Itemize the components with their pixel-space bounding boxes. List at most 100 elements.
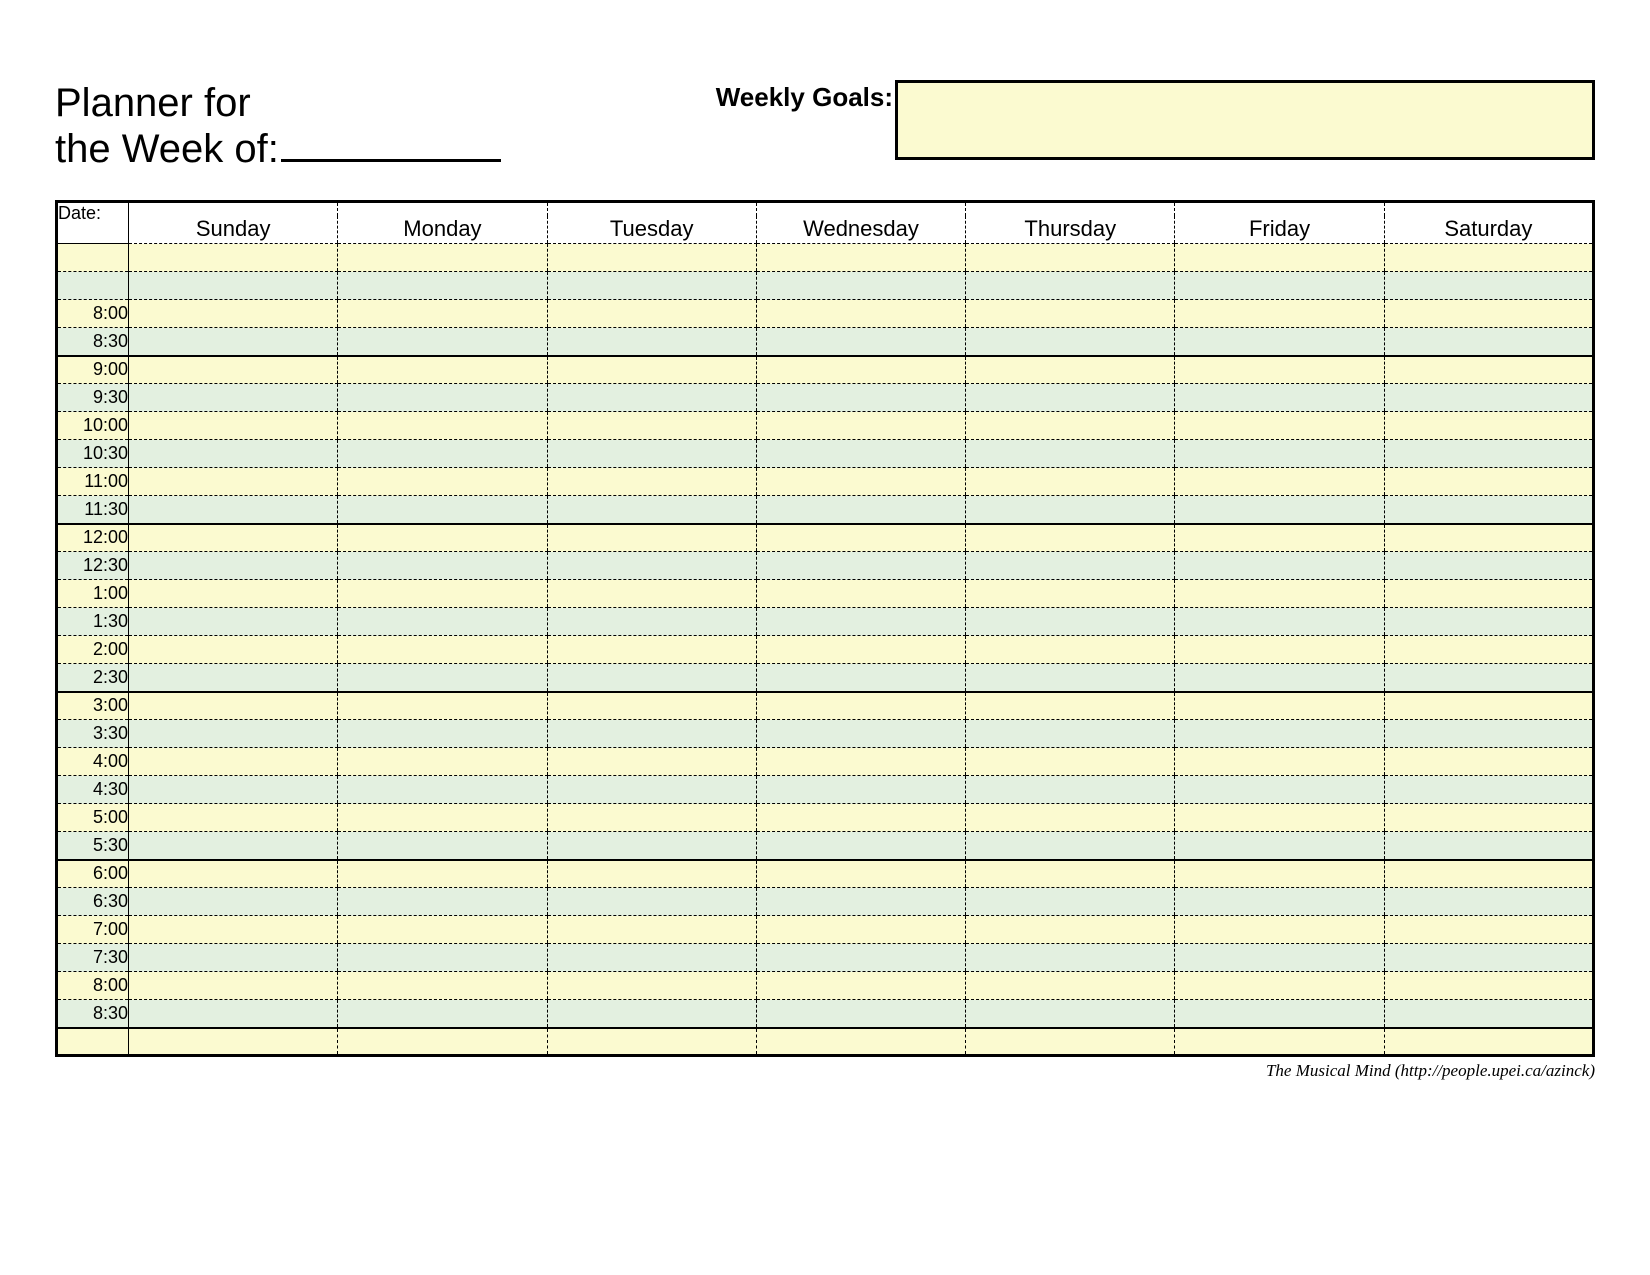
planner-cell[interactable] xyxy=(338,888,547,916)
planner-cell[interactable] xyxy=(1384,916,1593,944)
planner-cell[interactable] xyxy=(1175,580,1384,608)
planner-cell[interactable] xyxy=(756,972,965,1000)
planner-cell[interactable] xyxy=(966,328,1175,356)
planner-cell[interactable] xyxy=(756,664,965,692)
planner-cell[interactable] xyxy=(547,244,756,272)
planner-cell[interactable] xyxy=(547,916,756,944)
planner-cell[interactable] xyxy=(547,1000,756,1028)
planner-cell[interactable] xyxy=(1384,888,1593,916)
planner-cell[interactable] xyxy=(1384,720,1593,748)
planner-cell[interactable] xyxy=(966,356,1175,384)
planner-cell[interactable] xyxy=(966,748,1175,776)
planner-cell[interactable] xyxy=(756,524,965,552)
planner-cell[interactable] xyxy=(129,552,338,580)
planner-cell[interactable] xyxy=(756,636,965,664)
planner-cell[interactable] xyxy=(966,300,1175,328)
planner-cell[interactable] xyxy=(338,832,547,860)
planner-cell[interactable] xyxy=(338,636,547,664)
planner-cell[interactable] xyxy=(756,832,965,860)
planner-cell[interactable] xyxy=(129,944,338,972)
planner-cell[interactable] xyxy=(1175,748,1384,776)
planner-cell[interactable] xyxy=(547,440,756,468)
planner-cell[interactable] xyxy=(1384,440,1593,468)
planner-cell[interactable] xyxy=(129,888,338,916)
planner-cell[interactable] xyxy=(338,356,547,384)
planner-cell[interactable] xyxy=(1175,384,1384,412)
planner-cell[interactable] xyxy=(966,636,1175,664)
planner-cell[interactable] xyxy=(966,412,1175,440)
planner-cell[interactable] xyxy=(756,692,965,720)
planner-cell[interactable] xyxy=(756,776,965,804)
planner-cell[interactable] xyxy=(338,412,547,440)
planner-cell[interactable] xyxy=(338,524,547,552)
planner-cell[interactable] xyxy=(547,496,756,524)
planner-cell[interactable] xyxy=(547,944,756,972)
planner-cell[interactable] xyxy=(1384,328,1593,356)
planner-cell[interactable] xyxy=(1175,496,1384,524)
planner-cell[interactable] xyxy=(129,272,338,300)
planner-cell[interactable] xyxy=(547,748,756,776)
planner-cell[interactable] xyxy=(338,300,547,328)
planner-cell[interactable] xyxy=(1175,972,1384,1000)
planner-cell[interactable] xyxy=(966,552,1175,580)
planner-cell[interactable] xyxy=(1384,636,1593,664)
planner-cell[interactable] xyxy=(966,720,1175,748)
goals-input-box[interactable] xyxy=(895,80,1595,160)
planner-cell[interactable] xyxy=(756,804,965,832)
planner-cell[interactable] xyxy=(338,1028,547,1056)
planner-cell[interactable] xyxy=(1384,468,1593,496)
planner-cell[interactable] xyxy=(756,720,965,748)
planner-cell[interactable] xyxy=(966,272,1175,300)
planner-cell[interactable] xyxy=(1175,720,1384,748)
planner-cell[interactable] xyxy=(1175,860,1384,888)
planner-cell[interactable] xyxy=(129,916,338,944)
planner-cell[interactable] xyxy=(1175,440,1384,468)
planner-cell[interactable] xyxy=(1384,1028,1593,1056)
planner-cell[interactable] xyxy=(547,972,756,1000)
planner-cell[interactable] xyxy=(966,860,1175,888)
planner-cell[interactable] xyxy=(1384,860,1593,888)
planner-cell[interactable] xyxy=(1384,944,1593,972)
planner-cell[interactable] xyxy=(756,300,965,328)
planner-cell[interactable] xyxy=(756,244,965,272)
planner-cell[interactable] xyxy=(1175,608,1384,636)
planner-cell[interactable] xyxy=(338,860,547,888)
planner-cell[interactable] xyxy=(1384,524,1593,552)
planner-cell[interactable] xyxy=(756,412,965,440)
planner-cell[interactable] xyxy=(338,664,547,692)
planner-cell[interactable] xyxy=(547,412,756,440)
planner-cell[interactable] xyxy=(756,1028,965,1056)
planner-cell[interactable] xyxy=(338,776,547,804)
planner-cell[interactable] xyxy=(966,776,1175,804)
planner-cell[interactable] xyxy=(1384,832,1593,860)
planner-cell[interactable] xyxy=(966,692,1175,720)
planner-cell[interactable] xyxy=(966,888,1175,916)
planner-cell[interactable] xyxy=(129,832,338,860)
planner-cell[interactable] xyxy=(129,608,338,636)
planner-cell[interactable] xyxy=(547,832,756,860)
planner-cell[interactable] xyxy=(547,1028,756,1056)
planner-cell[interactable] xyxy=(1175,916,1384,944)
planner-cell[interactable] xyxy=(547,580,756,608)
planner-cell[interactable] xyxy=(129,692,338,720)
planner-cell[interactable] xyxy=(547,468,756,496)
planner-cell[interactable] xyxy=(1384,748,1593,776)
planner-cell[interactable] xyxy=(966,608,1175,636)
planner-cell[interactable] xyxy=(756,888,965,916)
planner-cell[interactable] xyxy=(1175,944,1384,972)
planner-cell[interactable] xyxy=(129,468,338,496)
planner-cell[interactable] xyxy=(756,440,965,468)
planner-cell[interactable] xyxy=(129,412,338,440)
planner-cell[interactable] xyxy=(338,384,547,412)
planner-cell[interactable] xyxy=(1384,356,1593,384)
planner-cell[interactable] xyxy=(966,1000,1175,1028)
planner-cell[interactable] xyxy=(1175,832,1384,860)
planner-cell[interactable] xyxy=(756,748,965,776)
planner-cell[interactable] xyxy=(1175,328,1384,356)
planner-cell[interactable] xyxy=(547,272,756,300)
planner-cell[interactable] xyxy=(1384,804,1593,832)
planner-cell[interactable] xyxy=(756,552,965,580)
planner-cell[interactable] xyxy=(129,300,338,328)
planner-cell[interactable] xyxy=(1384,692,1593,720)
planner-cell[interactable] xyxy=(338,244,547,272)
